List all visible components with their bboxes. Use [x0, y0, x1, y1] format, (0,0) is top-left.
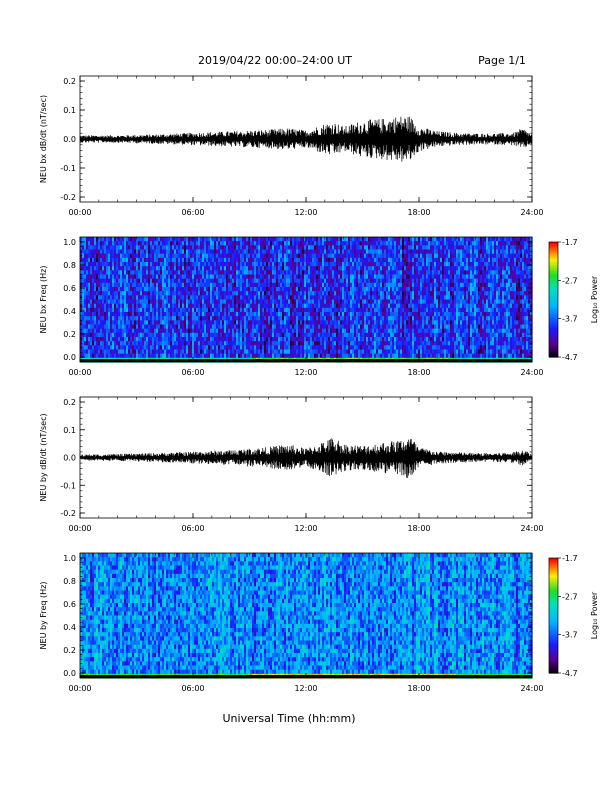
colorbar-tick-label: -2.7 [562, 276, 578, 285]
y-tick-label: 0.8 [63, 261, 76, 270]
y-axis-label: NEU bx dB/dt (nT/sec) [39, 95, 48, 183]
x-tick-label: 00:00 [68, 208, 91, 217]
y-tick-label: 0.2 [63, 398, 76, 407]
colorbar-tick-label: -2.7 [562, 592, 578, 601]
colorbar-tick-label: -4.7 [562, 353, 578, 362]
y-tick-label: 1.0 [63, 554, 76, 563]
colorbar-label: Log₁₀ Power [590, 591, 599, 639]
y-axis-label: NEU by dB/dt (nT/sec) [39, 413, 48, 501]
y-tick-label: -0.2 [60, 509, 76, 518]
y-tick-label: 0.4 [63, 623, 76, 632]
y-tick-label: -0.1 [60, 481, 76, 490]
colorbar-tick-label: -3.7 [562, 315, 578, 324]
x-tick-label: 06:00 [181, 208, 204, 217]
x-tick-label: 24:00 [520, 524, 543, 533]
y-tick-label: 0.0 [63, 135, 76, 144]
page-title: 2019/04/22 00:00–24:00 UT [198, 54, 352, 67]
y-tick-label: 0.2 [63, 330, 76, 339]
colorbar-label: Log₁₀ Power [590, 275, 599, 323]
x-axis-label: Universal Time (hh:mm) [223, 712, 356, 725]
x-tick-label: 24:00 [520, 368, 543, 377]
x-tick-label: 18:00 [407, 208, 430, 217]
y-tick-label: 0.6 [63, 284, 76, 293]
y-tick-label: 1.0 [63, 238, 76, 247]
x-tick-label: 12:00 [294, 684, 317, 693]
y-tick-label: 0.0 [63, 669, 76, 678]
y-tick-label: 0.2 [63, 77, 76, 86]
colorbar-frame [548, 557, 559, 674]
x-tick-label: 06:00 [181, 684, 204, 693]
x-tick-label: 12:00 [294, 524, 317, 533]
y-axis-label: NEU by Freq (Hz) [39, 582, 48, 650]
colorbar-tick-label: -3.7 [562, 631, 578, 640]
x-tick-label: 06:00 [181, 368, 204, 377]
panel-3: -1.7 -2.7 -3.7 -4.7 Log₁₀ Power 00:00 06:00 12:… [39, 552, 599, 693]
x-tick-label: 18:00 [407, 524, 430, 533]
y-tick-label: -0.1 [60, 164, 76, 173]
y-tick-label: 0.1 [63, 426, 76, 435]
x-tick-label: 00:00 [68, 684, 91, 693]
x-tick-label: 12:00 [294, 368, 317, 377]
x-tick-label: 00:00 [68, 524, 91, 533]
x-tick-label: 18:00 [407, 684, 430, 693]
colorbar: -1.7 -2.7 -3.7 -4.7 Log₁₀ Power [548, 238, 599, 362]
y-tick-label: -0.2 [60, 193, 76, 202]
colorbar-tick-label: -4.7 [562, 669, 578, 678]
panel-1: -1.7 -2.7 -3.7 -4.7 Log₁₀ Power 00:00 06:00 12:… [39, 236, 599, 377]
colorbar: -1.7 -2.7 -3.7 -4.7 Log₁₀ Power [548, 554, 599, 678]
spectrogram-cells [80, 237, 533, 363]
spectrogram-cells [80, 553, 533, 679]
y-tick-label: 0.0 [63, 454, 76, 463]
y-tick-label: 0.0 [63, 353, 76, 362]
panel-0: 00:00 06:00 12:00 18:00 24:00 0.2 0.1 0.0 -0.1 -0… [39, 75, 544, 217]
x-tick-label: 06:00 [181, 524, 204, 533]
x-tick-label: 00:00 [68, 368, 91, 377]
panel-2: 00:00 06:00 12:00 18:00 24:00 0.2 0.1 0.0 -0.1 -0… [39, 396, 544, 533]
colorbar-frame [548, 241, 559, 358]
y-tick-label: 0.8 [63, 577, 76, 586]
x-tick-label: 24:00 [520, 208, 543, 217]
waveform-trace [79, 438, 533, 479]
panels: 00:00 06:00 12:00 18:00 24:00 0.2 0.1 0.0 -0.1 -0… [39, 75, 599, 693]
x-tick-label: 24:00 [520, 684, 543, 693]
y-tick-label: 0.6 [63, 600, 76, 609]
y-tick-label: 0.4 [63, 307, 76, 316]
y-tick-label: 0.1 [63, 106, 76, 115]
page-number: Page 1/1 [478, 54, 526, 67]
colorbar-tick-label: -1.7 [562, 238, 578, 247]
y-tick-label: 0.2 [63, 646, 76, 655]
waveform-trace [79, 116, 533, 162]
y-axis-label: NEU bx Freq (Hz) [39, 266, 48, 334]
colorbar-tick-label: -1.7 [562, 554, 578, 563]
x-tick-label: 18:00 [407, 368, 430, 377]
x-tick-label: 12:00 [294, 208, 317, 217]
